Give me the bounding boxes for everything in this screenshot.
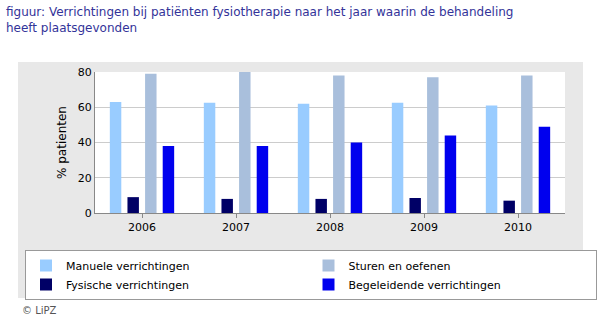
svg-text:2006: 2006 xyxy=(128,221,156,234)
svg-text:Begeleidende verrichtingen: Begeleidende verrichtingen xyxy=(349,279,501,292)
svg-text:Fysische verrichtingen: Fysische verrichtingen xyxy=(66,279,189,292)
svg-text:20: 20 xyxy=(78,172,92,185)
svg-text:% patienten: % patienten xyxy=(55,106,69,179)
svg-text:figuur: Verrichtingen bij pati: figuur: Verrichtingen bij patiënten fysi… xyxy=(6,5,513,35)
svg-text:80: 80 xyxy=(78,66,92,79)
svg-text:2008: 2008 xyxy=(316,221,344,234)
svg-text:60: 60 xyxy=(78,101,92,114)
svg-text:Sturen en oefenen: Sturen en oefenen xyxy=(349,260,451,273)
svg-text:2010: 2010 xyxy=(504,221,532,234)
svg-text:2007: 2007 xyxy=(222,221,250,234)
svg-text:40: 40 xyxy=(78,136,92,149)
svg-text:2009: 2009 xyxy=(410,221,438,234)
svg-text:0: 0 xyxy=(85,207,92,220)
svg-text:Manuele verrichtingen: Manuele verrichtingen xyxy=(66,260,190,273)
svg-text:© LiPZ: © LiPZ xyxy=(22,305,57,316)
